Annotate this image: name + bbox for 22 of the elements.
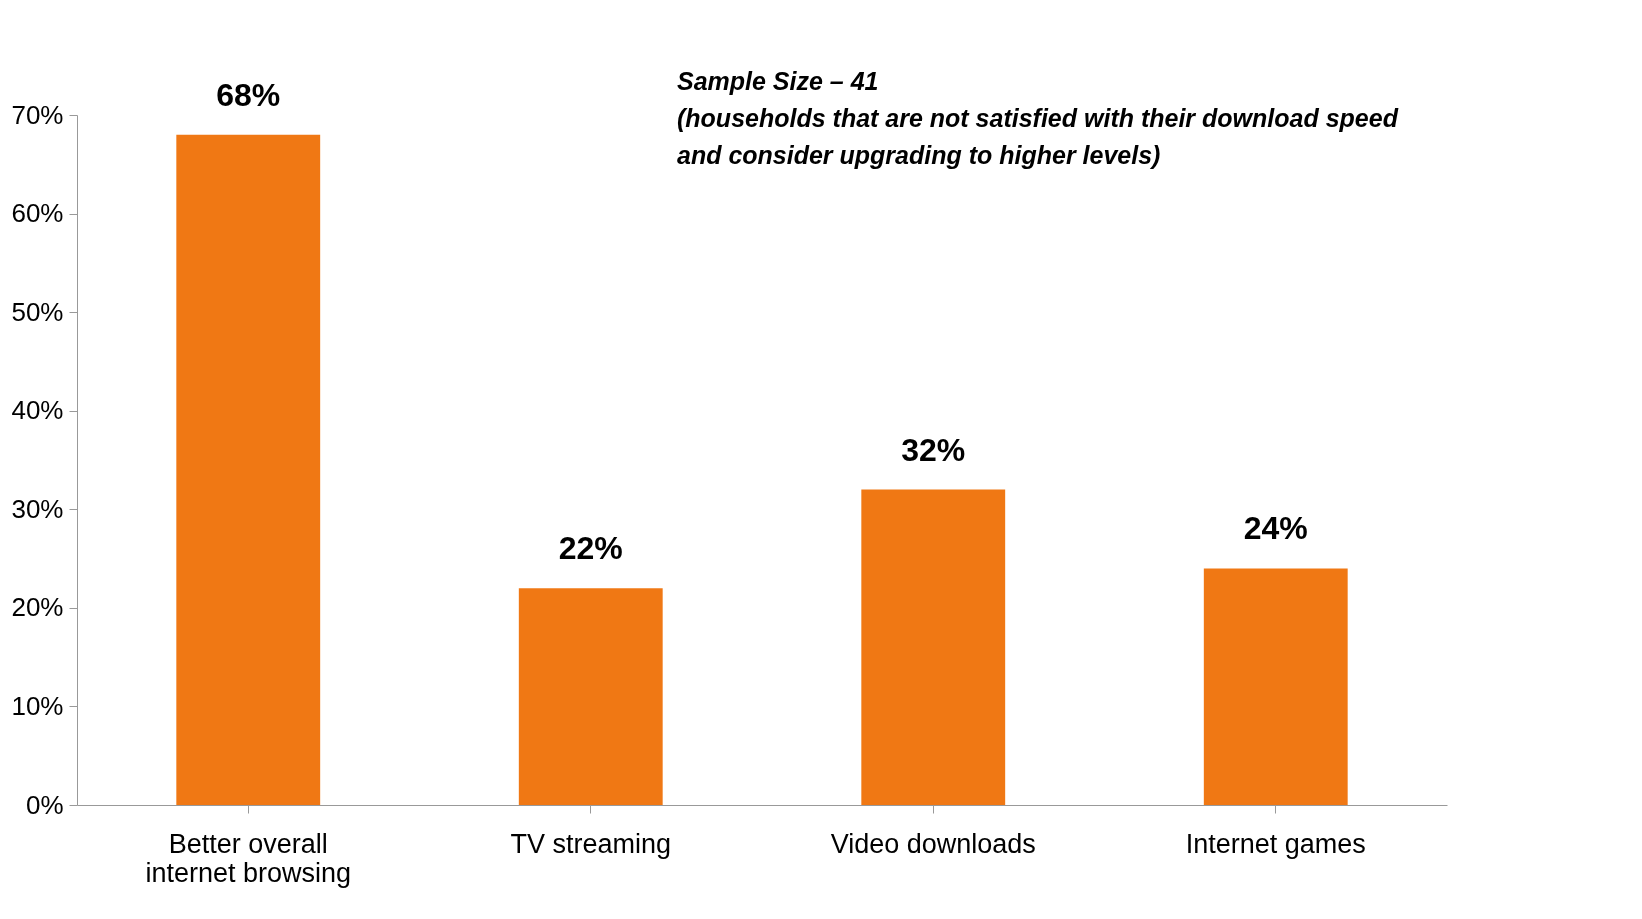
y-tick-label: 0% bbox=[25, 789, 64, 820]
y-tick-label: 70% bbox=[11, 99, 64, 130]
x-tick-label: Better overall internet browsing bbox=[145, 828, 352, 888]
y-tick-label: 10% bbox=[11, 690, 64, 721]
data-label: 32% bbox=[901, 431, 966, 468]
annotation: (households that are not satisfied with their download speed and consider upgrading to higher levels) bbox=[677, 104, 1399, 169]
bar bbox=[176, 134, 321, 805]
bar bbox=[861, 489, 1006, 805]
data-label: 68% bbox=[216, 76, 281, 113]
y-tick-label: 40% bbox=[11, 395, 64, 426]
text: Sample Size – 41 bbox=[677, 67, 879, 95]
data-label: 24% bbox=[1243, 510, 1308, 547]
y-tick-label: 20% bbox=[11, 592, 64, 623]
y-tick-label: 50% bbox=[11, 296, 64, 327]
x-tick-label: TV streaming bbox=[510, 828, 672, 859]
x-tick-label: Video downloads bbox=[830, 828, 1036, 859]
bar bbox=[1203, 568, 1348, 805]
bar bbox=[518, 588, 663, 805]
y-tick-label: 30% bbox=[11, 493, 64, 524]
data-label: 22% bbox=[558, 530, 623, 567]
x-tick-label: Internet games bbox=[1185, 828, 1366, 859]
y-tick-label: 60% bbox=[11, 198, 64, 229]
